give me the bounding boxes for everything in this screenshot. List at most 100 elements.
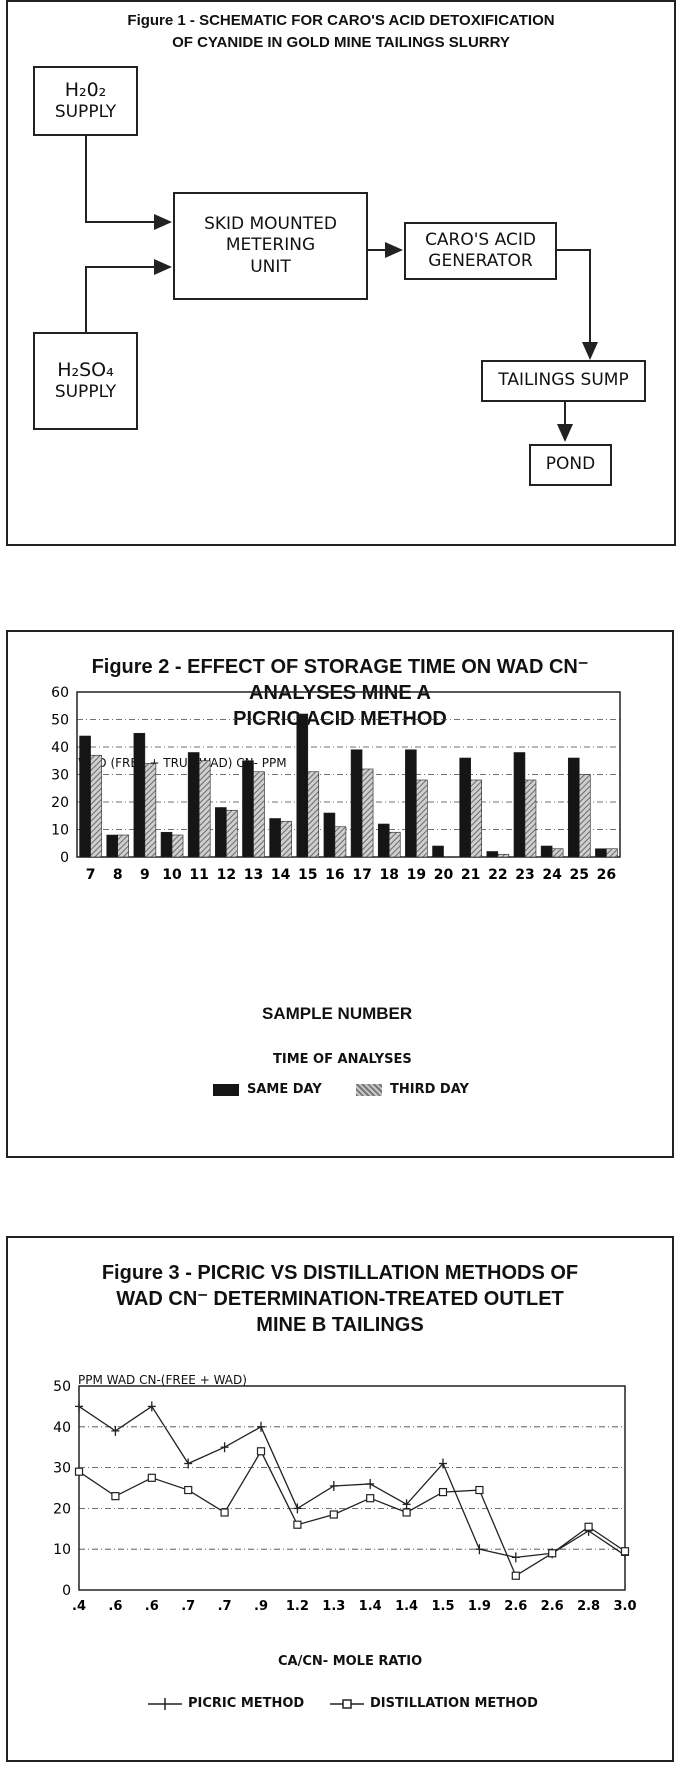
y-tick-label: 40 xyxy=(53,1420,71,1436)
distillation-point xyxy=(366,1494,375,1503)
figure2-xlabel: SAMPLE NUMBER xyxy=(262,1004,413,1023)
arrow-h2so4-to-metering xyxy=(85,259,172,332)
distillation-point xyxy=(329,1510,338,1519)
bar-third-day xyxy=(578,774,591,858)
caros-acid-generator-box: CARO'S ACID GENERATOR xyxy=(404,222,557,280)
bar-same-day xyxy=(79,735,91,858)
x-tick-label: 1.4 xyxy=(395,1599,418,1614)
picric-point xyxy=(511,1552,520,1563)
x-tick-label: .7 xyxy=(218,1599,232,1614)
x-tick-label: 26 xyxy=(597,867,616,883)
bar-third-day xyxy=(226,809,238,858)
x-tick-label: .7 xyxy=(181,1599,195,1614)
legend-distillation: DISTILLATION METHOD xyxy=(330,1696,538,1711)
h2so4-label: SUPPLY xyxy=(54,382,117,403)
x-tick-label: .6 xyxy=(145,1599,159,1614)
y-tick-label: 20 xyxy=(53,1501,71,1517)
bar-third-day xyxy=(171,834,184,858)
bar-same-day xyxy=(432,845,444,858)
bar-third-day xyxy=(307,771,320,858)
distillation-point xyxy=(111,1492,120,1501)
x-tick-label: 1.3 xyxy=(322,1599,345,1614)
figure2-ylabel: WAD (FREE + TRUE WAD) CN- PPM xyxy=(78,756,287,770)
x-tick-label: 8 xyxy=(113,867,123,883)
x-tick-label: 24 xyxy=(542,867,562,883)
distillation-point xyxy=(475,1485,484,1495)
legend-third-day-label: THIRD DAY xyxy=(390,1082,469,1097)
figure2-title-line1: Figure 2 - EFFECT OF STORAGE TIME ON WAD… xyxy=(91,656,589,678)
bar-third-day xyxy=(334,826,347,858)
picric-point xyxy=(257,1421,265,1432)
plot-frame xyxy=(78,1385,626,1591)
x-tick-label: 25 xyxy=(570,867,589,883)
bar-third-day xyxy=(416,779,428,858)
x-tick-label: .6 xyxy=(108,1599,122,1614)
bar-same-day xyxy=(269,818,281,858)
x-tick-label: 1.9 xyxy=(468,1599,491,1614)
figure2-panel: Figure 2 - EFFECT OF STORAGE TIME ON WAD… xyxy=(6,630,674,1158)
y-tick-label: 60 xyxy=(51,685,69,701)
tailings-sump-label: TAILINGS SUMP xyxy=(498,370,629,391)
bar-same-day xyxy=(106,834,119,858)
figure3-panel: Figure 3 - PICRIC VS DISTILLATION METHOD… xyxy=(6,1236,674,1762)
y-tick-label: 0 xyxy=(60,850,69,866)
h2o2-supply-box: H₂0₂ SUPPLY xyxy=(33,66,138,136)
bar-same-day xyxy=(160,831,173,858)
flow-arrows xyxy=(85,134,598,442)
distillation-point xyxy=(620,1547,630,1556)
figure3-title-line2: WAD CN⁻ DETERMINATION-TREATED OUTLET xyxy=(116,1288,564,1310)
x-tick-label: 2.6 xyxy=(504,1599,527,1614)
picric-point xyxy=(439,1458,447,1469)
figure2-bar-chart: 0 10 20 30 40 50 60 7 8 9 10 11 12 13 14 15 16 17 18 19 20 21… xyxy=(51,685,621,883)
picric-point xyxy=(402,1499,411,1510)
x-tick-label: 11 xyxy=(189,867,208,883)
arrow-generator-to-sump xyxy=(555,249,598,360)
arrow-h2o2-to-metering xyxy=(85,134,172,230)
legend-picric-label: PICRIC METHOD xyxy=(188,1696,305,1711)
figure1-panel: Figure 1 - SCHEMATIC FOR CARO'S ACID DET… xyxy=(6,0,676,546)
distillation-point xyxy=(74,1467,84,1476)
x-tick-label: 1.2 xyxy=(286,1599,309,1614)
distillation-point xyxy=(402,1508,411,1517)
x-tick-label: 15 xyxy=(298,867,317,883)
x-tick-label: 12 xyxy=(217,867,236,883)
h2o2-label: SUPPLY xyxy=(54,102,117,123)
bar-third-day xyxy=(551,848,564,858)
x-tick-label: .9 xyxy=(254,1599,268,1614)
h2o2-formula: H₂0₂ xyxy=(64,78,107,101)
bar-same-day xyxy=(405,749,417,858)
distillation-point xyxy=(147,1473,156,1482)
y-tick-label: 20 xyxy=(51,795,69,811)
legend-distillation-marker xyxy=(330,1698,364,1709)
bar-third-day xyxy=(117,834,130,858)
y-tick-label: 40 xyxy=(51,740,69,756)
x-tick-label: 16 xyxy=(325,867,344,883)
y-tick-label: 30 xyxy=(53,1461,71,1477)
x-tick-label: 17 xyxy=(352,867,371,883)
figure1-title-line1: Figure 1 - SCHEMATIC FOR CARO'S ACID DET… xyxy=(127,12,555,29)
figure3-ylabel: PPM WAD CN-(FREE + WAD) xyxy=(78,1373,247,1387)
picric-series-line xyxy=(78,1405,626,1559)
x-tick-label: 3.0 xyxy=(613,1599,636,1614)
distillation-point xyxy=(220,1508,229,1517)
figure3-title-line1: Figure 3 - PICRIC VS DISTILLATION METHOD… xyxy=(101,1262,579,1284)
y-tick-label: 50 xyxy=(53,1379,71,1395)
bar-third-day xyxy=(470,779,482,858)
bar-same-day xyxy=(377,823,390,858)
distillation-point xyxy=(293,1520,302,1529)
bar-same-day xyxy=(296,713,309,858)
bar-same-day xyxy=(567,757,580,858)
figure3-xlabel: CA/CN- MOLE RATIO xyxy=(278,1654,423,1669)
legend-third-day-swatch xyxy=(356,1083,382,1096)
figure2-title-line3: PICRIC ACID METHOD xyxy=(233,708,447,730)
bar-same-day xyxy=(215,807,227,858)
bar-same-day xyxy=(350,749,363,858)
bar-third-day xyxy=(497,853,510,858)
x-tick-label: 20 xyxy=(434,867,454,883)
bar-third-day xyxy=(198,760,211,858)
distillation-point xyxy=(511,1571,520,1580)
pond-box: POND xyxy=(529,444,612,486)
picric-point xyxy=(220,1442,229,1453)
tailings-sump-box: TAILINGS SUMP xyxy=(481,360,646,402)
bar-third-day xyxy=(524,779,537,858)
